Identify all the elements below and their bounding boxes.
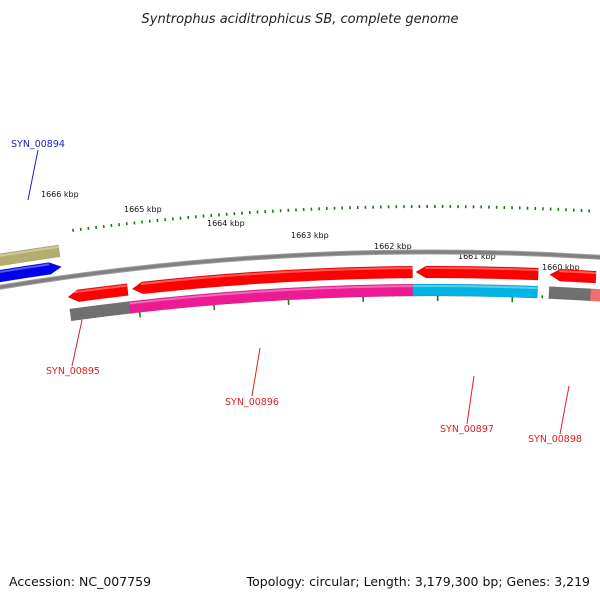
cds-syn-00894-arrow[interactable]: [0, 262, 63, 287]
kbp-tick-label: 1664 kbp: [207, 219, 245, 228]
kbp-tick-label: 1660 kbp: [542, 263, 580, 272]
tick-track-outer: [72, 204, 591, 232]
kbp-tick-label: 1661 kbp: [458, 252, 496, 261]
gene-label-leader: [251, 347, 261, 397]
gene-syn-00897-band[interactable]: [412, 283, 539, 299]
gene-label-leader: [71, 319, 83, 367]
map-title: Syntrophus aciditrophicus SB, complete g…: [142, 12, 459, 27]
accession-label: Accession: NC_007759: [9, 574, 151, 589]
backbone-line: [0, 250, 600, 289]
genome-summary: Topology: circular; Length: 3,179,300 bp…: [246, 574, 590, 589]
gene-highlight: [129, 285, 413, 305]
kbp-tick-label: 1663 kbp: [291, 231, 329, 240]
gene-highlight: [412, 285, 538, 290]
kbp-tick-label: 1662 kbp: [374, 242, 412, 251]
gene-label[interactable]: SYN_00896: [225, 397, 279, 408]
gene-label[interactable]: SYN_00898: [528, 434, 582, 445]
gene-syn-00899-band[interactable]: [589, 288, 600, 303]
cds-syn-00896-arrow[interactable]: [131, 265, 413, 295]
kbp-labels: 1666 kbp 1665 kbp 1664 kbp 1663 kbp 1662 kbp…: [41, 190, 580, 272]
gene-label[interactable]: SYN_00897: [440, 424, 494, 435]
kbp-tick-label: 1665 kbp: [124, 205, 162, 214]
kbp-tick-label: 1666 kbp: [41, 190, 79, 199]
gene-highlight: [425, 266, 539, 272]
gene-highlight: [140, 267, 413, 285]
gene-highlight: [0, 245, 59, 257]
gene-label-leader: [559, 385, 570, 435]
gene-syn-00894-band[interactable]: [0, 244, 61, 271]
genome-backbone: [0, 249, 600, 290]
gene-highlight: [0, 263, 50, 274]
gene-syn-00895-band[interactable]: [69, 301, 131, 322]
cds-syn-00895-arrow[interactable]: [67, 283, 129, 303]
gene-label[interactable]: SYN_00894: [11, 139, 65, 150]
gene-label-leader: [466, 375, 475, 425]
cds-syn-00898-arrow[interactable]: [549, 268, 597, 284]
cds-syn-00897-arrow[interactable]: [415, 265, 539, 281]
gene-syn-00898-band[interactable]: [548, 286, 591, 302]
gene-highlight: [74, 284, 128, 294]
gene-highlight: [559, 270, 597, 275]
gene-features[interactable]: [0, 244, 600, 322]
gene-label[interactable]: SYN_00895: [46, 366, 100, 377]
gene-labels: SYN_00894 SYN_00895 SYN_00896 SYN_00897 SYN_…: [11, 139, 582, 445]
gene-label-leader: [27, 149, 39, 201]
